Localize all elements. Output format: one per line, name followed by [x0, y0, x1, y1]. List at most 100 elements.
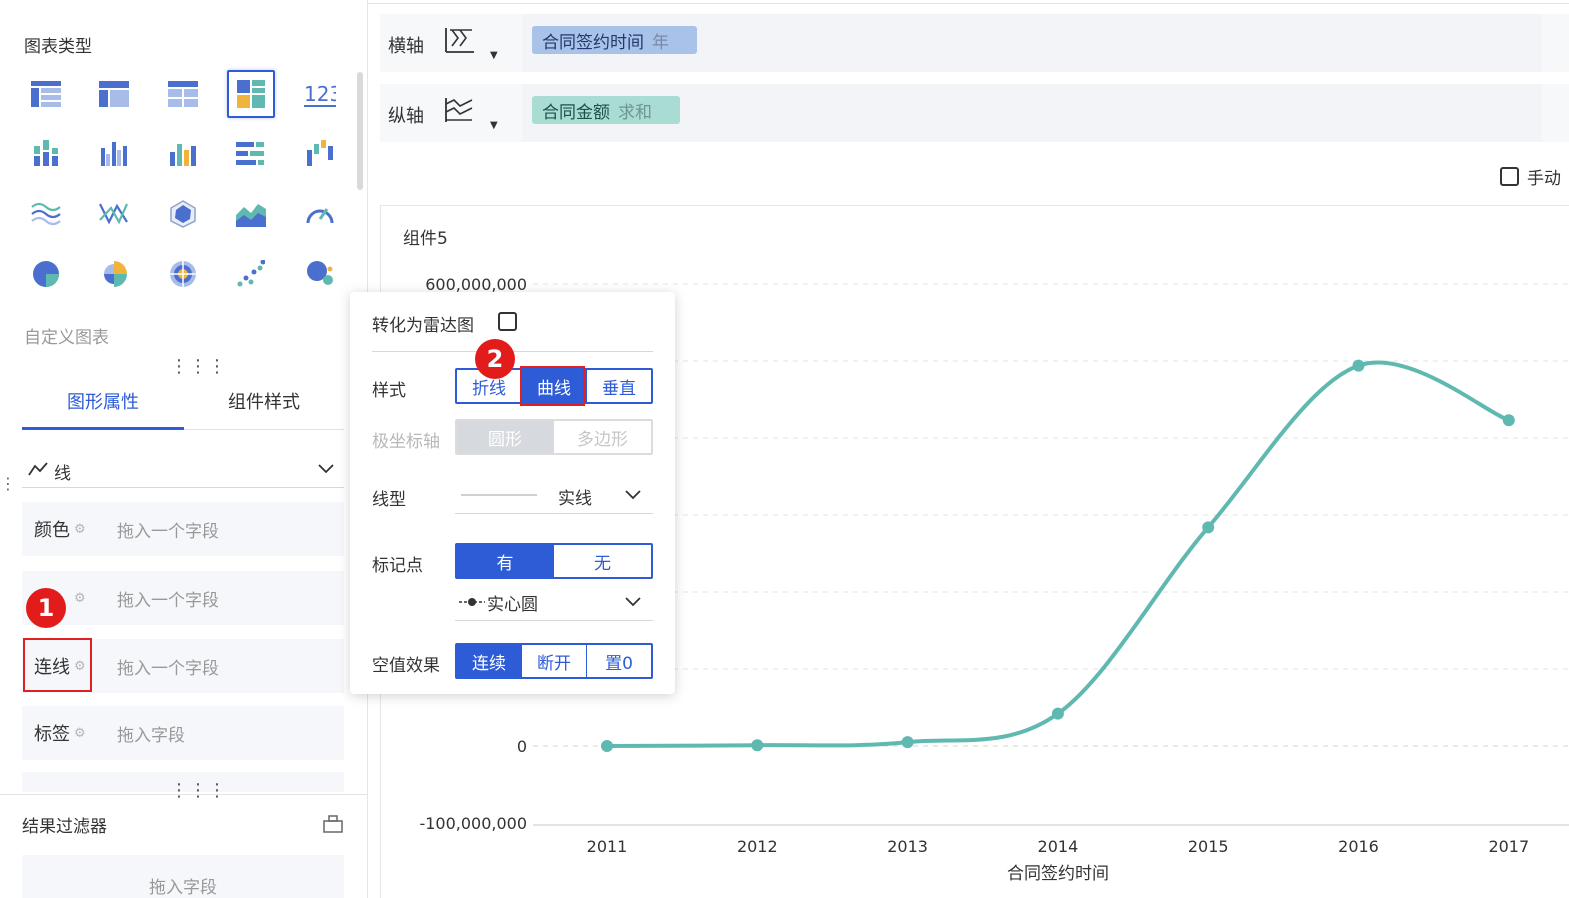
x-axis-row: 横轴 ▼ 合同签约时间年: [380, 14, 1569, 72]
y-tick-label: 0: [517, 737, 527, 756]
result-filter-dropzone[interactable]: 拖入字段: [22, 855, 344, 898]
resize-handle[interactable]: ⋮⋮⋮: [170, 356, 227, 377]
manual-label: 手动: [1527, 169, 1561, 189]
x-tick-label: 2015: [1188, 837, 1229, 856]
step-badge-2: 2: [475, 339, 515, 379]
prop-row-label[interactable]: 标签 ⚙ 拖入字段: [22, 706, 344, 760]
x-axis-label: 横轴: [388, 36, 424, 57]
svg-text:123: 123: [304, 82, 336, 106]
pie-chart-icon[interactable]: [22, 250, 70, 298]
chart-title: 组件5: [403, 229, 448, 249]
y-axis-agg: 求和: [618, 102, 652, 123]
null-effect-label: 空值效果: [372, 656, 440, 676]
x-axis-caret-icon[interactable]: ▼: [490, 50, 498, 61]
marker-option-no[interactable]: 无: [594, 553, 611, 574]
gear-icon[interactable]: ⚙: [74, 590, 86, 606]
divider: [0, 794, 368, 795]
x-tick-label: 2014: [1038, 837, 1079, 856]
gear-icon[interactable]: ⚙: [74, 725, 86, 741]
y-axis-caret-icon[interactable]: ▼: [490, 120, 498, 131]
bar-chart-icon[interactable]: [159, 130, 207, 178]
style-option-curve[interactable]: 曲线: [522, 370, 587, 402]
gear-icon[interactable]: ⚙: [74, 658, 86, 674]
multi-pie-icon[interactable]: [159, 250, 207, 298]
left-panel: 图表类型 123: [0, 0, 368, 898]
prop-placeholder-label: 拖入字段: [117, 725, 185, 746]
x-tick-label: 2016: [1338, 837, 1379, 856]
bubble-chart-icon[interactable]: [296, 250, 344, 298]
stacked-bar-icon[interactable]: [22, 130, 70, 178]
prop-row-more: [22, 772, 344, 792]
detail-table-icon[interactable]: [159, 70, 207, 118]
y-axis-dropzone[interactable]: [522, 84, 1542, 142]
radar-checkbox[interactable]: [498, 312, 517, 331]
null-option-continue[interactable]: 连续: [457, 645, 522, 677]
chart-card: 组件5 600,000,000 0 -100,000,000 2011 2012 2013…: [380, 205, 1569, 898]
step-badge-1: 1: [26, 588, 66, 628]
area-chart-icon[interactable]: [227, 190, 275, 238]
radar-chart-icon[interactable]: [159, 190, 207, 238]
manual-checkbox[interactable]: [1500, 167, 1519, 186]
line-section-header[interactable]: 线: [22, 448, 344, 488]
grouped-bar-icon[interactable]: [90, 130, 138, 178]
cross-line-icon[interactable]: [90, 190, 138, 238]
horizontal-bar-icon[interactable]: [227, 130, 275, 178]
tab-graphic-properties[interactable]: 图形属性: [67, 392, 139, 413]
x-axis-agg: 年: [652, 32, 669, 53]
prop-label-connect: 连线: [34, 657, 70, 678]
y-axis-icon[interactable]: [442, 94, 476, 128]
x-axis-icon[interactable]: [442, 24, 476, 58]
polar-option-polygon: 多边形: [577, 429, 628, 450]
x-axis-title: 合同签约时间: [1007, 864, 1109, 884]
kpi-number-icon[interactable]: 123: [296, 70, 344, 118]
prop-row-connect[interactable]: 连线 ⚙ 拖入一个字段: [22, 639, 344, 693]
data-point: [751, 739, 764, 752]
rose-pie-icon[interactable]: [90, 250, 138, 298]
tab-component-style[interactable]: 组件样式: [228, 392, 300, 413]
x-tick-label: 2017: [1488, 837, 1529, 856]
line-section-label: 线: [54, 464, 71, 484]
prop-placeholder-color: 拖入一个字段: [117, 521, 219, 542]
y-tick-label: 600,000,000: [425, 275, 527, 294]
prop-label-label: 标签: [34, 724, 70, 745]
y-axis-field: 合同金额: [542, 102, 610, 123]
null-option-break[interactable]: 断开: [522, 645, 587, 677]
table-chart-icon[interactable]: [22, 70, 70, 118]
prop-placeholder-connect: 拖入一个字段: [117, 658, 219, 679]
y-axis-field-pill[interactable]: 合同金额 求和: [532, 96, 680, 124]
marker-option-yes[interactable]: 有: [457, 545, 554, 577]
marker-segmented: 有 无: [455, 543, 653, 579]
data-point: [1202, 521, 1215, 534]
series-line: [606, 360, 1510, 748]
highlight-box-2: [520, 366, 585, 406]
property-tabs: 图形属性 组件样式: [22, 376, 344, 430]
chart-type-title: 图表类型: [24, 37, 92, 57]
y-axis-label: 纵轴: [388, 106, 424, 127]
line-chart-icon[interactable]: [22, 190, 70, 238]
filter-settings-icon[interactable]: [323, 815, 343, 833]
gear-icon[interactable]: ⚙: [74, 521, 86, 537]
chart-type-scrollbar[interactable]: [357, 72, 363, 190]
waterfall-icon[interactable]: [296, 130, 344, 178]
x-tick-label: 2011: [587, 837, 628, 856]
scatter-chart-icon[interactable]: [227, 250, 275, 298]
custom-chart-icon[interactable]: [227, 70, 275, 118]
gauge-chart-icon[interactable]: [296, 190, 344, 238]
crosstab-chart-icon[interactable]: [90, 70, 138, 118]
y-axis-row: 纵轴 ▼ 合同金额 求和: [380, 84, 1569, 142]
custom-chart-title: 自定义图表: [24, 328, 109, 348]
x-axis-field: 合同签约时间: [542, 32, 644, 53]
prop-row-size[interactable]: 大小⚙ 拖入一个字段: [22, 571, 344, 625]
data-point: [1051, 707, 1064, 720]
linetype-select[interactable]: 实线: [455, 474, 653, 514]
style-option-vertical[interactable]: 垂直: [602, 378, 636, 399]
tab-indicator: [22, 427, 184, 430]
resize-handle-2[interactable]: ⋮⋮⋮: [170, 780, 227, 801]
null-option-zero[interactable]: 置0: [605, 653, 633, 674]
x-axis-field-pill[interactable]: 合同签约时间年: [532, 26, 697, 54]
panel-drag-handle[interactable]: ⋮: [0, 474, 16, 493]
marker-shape-select[interactable]: 实心圆: [455, 581, 653, 621]
linetype-label: 线型: [372, 490, 406, 510]
manual-toggle[interactable]: 手动: [1500, 164, 1561, 189]
prop-row-color[interactable]: 颜色 ⚙ 拖入一个字段: [22, 502, 344, 556]
